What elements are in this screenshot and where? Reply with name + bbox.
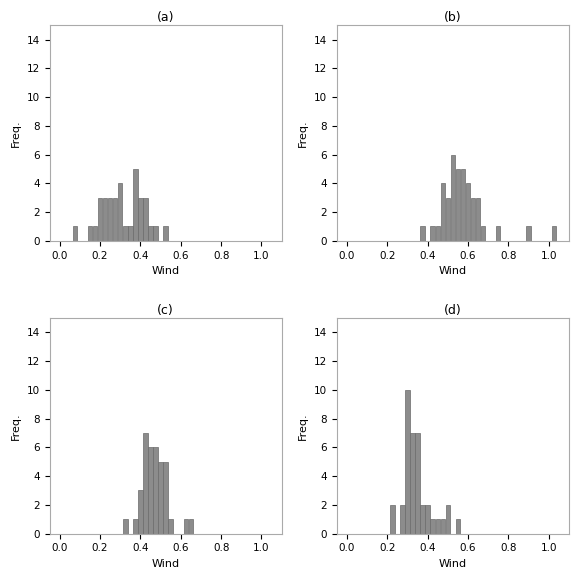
Bar [108, 198, 113, 241]
Bar [164, 226, 168, 241]
Bar [123, 226, 128, 241]
Title: (a): (a) [157, 11, 175, 24]
Bar [98, 198, 102, 241]
X-axis label: Wind: Wind [439, 559, 467, 569]
Title: (d): (d) [444, 304, 462, 317]
Bar [153, 226, 158, 241]
X-axis label: Wind: Wind [151, 266, 180, 276]
Bar [118, 183, 122, 241]
Bar [471, 198, 475, 241]
Bar [133, 519, 137, 534]
Y-axis label: Freq.: Freq. [11, 412, 21, 440]
Bar [138, 198, 143, 241]
Bar [426, 505, 430, 534]
X-axis label: Wind: Wind [151, 559, 180, 569]
Bar [430, 519, 435, 534]
Bar [456, 519, 460, 534]
Bar [466, 183, 470, 241]
Y-axis label: Freq.: Freq. [11, 119, 21, 147]
Bar [441, 183, 445, 241]
Bar [390, 505, 394, 534]
Bar [143, 433, 148, 534]
Bar [138, 491, 143, 534]
X-axis label: Wind: Wind [439, 266, 467, 276]
Bar [415, 433, 420, 534]
Y-axis label: Freq.: Freq. [298, 119, 309, 147]
Bar [481, 226, 485, 241]
Bar [113, 198, 117, 241]
Bar [148, 226, 153, 241]
Bar [436, 226, 440, 241]
Bar [430, 226, 435, 241]
Bar [88, 226, 92, 241]
Bar [461, 169, 465, 241]
Bar [420, 226, 425, 241]
Bar [158, 462, 163, 534]
Bar [526, 226, 531, 241]
Title: (c): (c) [157, 304, 174, 317]
Bar [153, 447, 158, 534]
Bar [445, 505, 450, 534]
Bar [436, 519, 440, 534]
Bar [184, 519, 188, 534]
Y-axis label: Freq.: Freq. [298, 412, 309, 440]
Bar [552, 226, 556, 241]
Bar [496, 226, 501, 241]
Bar [164, 462, 168, 534]
Bar [445, 198, 450, 241]
Bar [188, 519, 193, 534]
Bar [476, 198, 480, 241]
Bar [168, 519, 173, 534]
Bar [451, 155, 455, 241]
Bar [143, 198, 148, 241]
Bar [400, 505, 405, 534]
Bar [93, 226, 97, 241]
Bar [441, 519, 445, 534]
Bar [123, 519, 128, 534]
Bar [420, 505, 425, 534]
Bar [456, 169, 460, 241]
Title: (b): (b) [444, 11, 462, 24]
Bar [133, 169, 137, 241]
Bar [103, 198, 107, 241]
Bar [148, 447, 153, 534]
Bar [128, 226, 133, 241]
Bar [410, 433, 415, 534]
Bar [72, 226, 77, 241]
Bar [405, 390, 409, 534]
